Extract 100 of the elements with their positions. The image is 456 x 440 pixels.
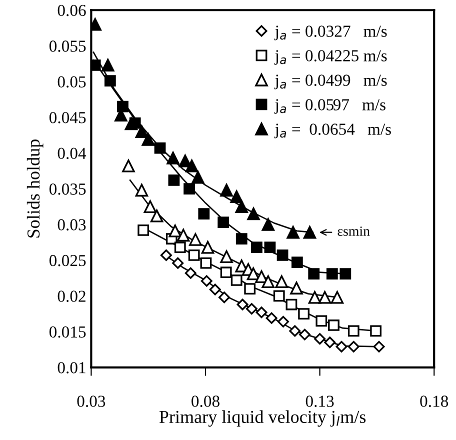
- point: [308, 268, 320, 280]
- y-tick-label: 0.02: [58, 290, 86, 302]
- point: [324, 336, 336, 348]
- point: [244, 283, 256, 294]
- point: [291, 256, 303, 268]
- point: [290, 282, 303, 294]
- point: [117, 100, 128, 112]
- point: [220, 266, 232, 278]
- point: [124, 117, 138, 130]
- point: [188, 250, 200, 261]
- point: [138, 224, 150, 236]
- y-tick-label: 0.035: [49, 183, 86, 195]
- point: [262, 218, 275, 231]
- point: [286, 298, 298, 310]
- point: [200, 257, 212, 269]
- point: [298, 328, 310, 340]
- point: [102, 58, 114, 72]
- point: [246, 267, 260, 280]
- point: [172, 257, 184, 269]
- y-tick-label: 0.045: [49, 112, 86, 124]
- point: [286, 226, 300, 239]
- point: [142, 133, 155, 146]
- point: [230, 274, 242, 286]
- y-tick-label: 0.05: [58, 76, 86, 88]
- y-tick-label: 0.01: [58, 362, 86, 374]
- point: [160, 249, 172, 261]
- point: [275, 275, 288, 288]
- point: [298, 308, 310, 320]
- point: [192, 170, 204, 184]
- point: [189, 233, 202, 246]
- point: [235, 200, 248, 214]
- point: [198, 208, 210, 220]
- point: [318, 290, 332, 304]
- point: [236, 298, 248, 310]
- point: [246, 303, 258, 315]
- x-tick-label: 0.03: [77, 396, 106, 407]
- legend-label: j$_{a}$ = 0.04225 m/s: [274, 50, 387, 65]
- point: [348, 340, 360, 352]
- point: [336, 340, 348, 352]
- point: [174, 242, 186, 254]
- point: [273, 290, 285, 302]
- point: [251, 242, 262, 254]
- x-tick-label: 0.18: [420, 396, 448, 407]
- x-axis-title: Primary liquid velocity j$_{l}$m/s: [159, 410, 366, 427]
- y-tick-label: 0.025: [49, 254, 86, 266]
- point: [370, 325, 382, 337]
- point: [220, 184, 233, 197]
- point: [135, 125, 148, 138]
- point: [303, 226, 316, 239]
- point: [314, 333, 326, 345]
- point: [122, 160, 135, 172]
- point: [255, 270, 268, 284]
- point: [326, 268, 338, 280]
- point: [230, 190, 243, 204]
- point: [220, 250, 233, 264]
- point: [262, 275, 275, 288]
- point: [166, 152, 180, 164]
- point: [178, 154, 192, 168]
- point: [289, 325, 301, 337]
- point: [264, 242, 276, 254]
- point: [348, 325, 360, 337]
- point: [308, 290, 322, 304]
- point: [276, 250, 288, 261]
- point: [247, 207, 260, 220]
- point: [200, 275, 212, 287]
- point: [218, 216, 230, 228]
- point: [209, 284, 221, 296]
- point: [330, 290, 344, 304]
- y-tick-label: 0.04: [58, 148, 86, 160]
- x-tick-label: 0.13: [306, 396, 334, 407]
- y-axis-title: Solids holdup: [26, 140, 44, 238]
- point: [266, 312, 278, 324]
- point: [185, 160, 198, 172]
- point: [218, 292, 230, 304]
- point: [104, 75, 116, 87]
- point: [373, 340, 385, 352]
- point: [340, 268, 352, 280]
- point: [328, 320, 340, 331]
- point: [135, 184, 148, 197]
- legend-label: j$_{a}$ = 0.0597 m/s: [274, 99, 386, 114]
- legend-label: j$_{a}$ = 0.0499 m/s: [274, 74, 387, 90]
- point: [316, 315, 328, 327]
- point: [277, 316, 289, 328]
- point: [184, 267, 196, 279]
- point: [256, 306, 268, 318]
- legend-label: j$_{a}$ = 0.0654 m/s: [274, 124, 391, 138]
- point: [168, 174, 180, 186]
- point: [154, 142, 166, 154]
- annotation: εsmin: [338, 226, 370, 236]
- point: [144, 200, 157, 214]
- point: [184, 183, 195, 194]
- point: [168, 224, 182, 238]
- x-tick-label: 0.08: [192, 396, 220, 407]
- y-tick-label: 0.015: [49, 326, 86, 338]
- y-tick-label: 0.055: [49, 40, 86, 52]
- y-tick-label: 0.03: [58, 219, 86, 231]
- point: [176, 228, 190, 242]
- point: [150, 210, 164, 222]
- y-tick-label: 0.06: [58, 4, 86, 16]
- legend-label: j$_{a}$ = 0.0327 m/s: [274, 26, 387, 40]
